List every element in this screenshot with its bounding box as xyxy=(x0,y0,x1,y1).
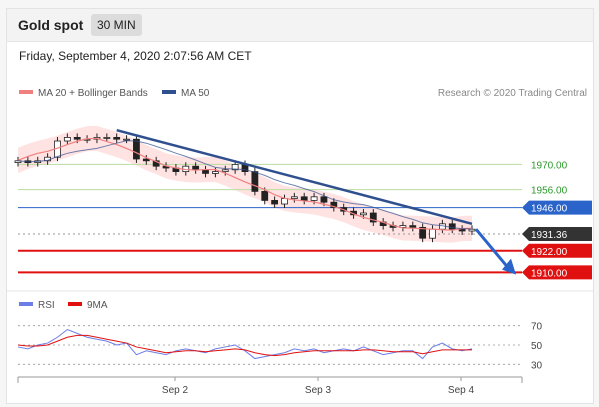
x-tick-label: Sep 2 xyxy=(162,385,189,396)
candle xyxy=(271,196,279,208)
candle-body xyxy=(458,228,466,232)
level-label-1922.00: 1922.00 xyxy=(531,247,568,258)
candle-body xyxy=(429,228,436,239)
candle-body xyxy=(231,163,239,171)
candle xyxy=(103,133,111,142)
candle xyxy=(448,219,456,234)
rsi-ma-line xyxy=(17,334,472,357)
bollinger-bands xyxy=(18,125,472,243)
ma50-line xyxy=(17,140,473,230)
candle-body xyxy=(468,228,476,232)
candle-body xyxy=(133,138,140,160)
x-axis: Sep 2 Sep 3 Sep 4 xyxy=(17,376,523,396)
level-labels: 1970.00 1956.00 1946.00 1931.36 1922.00 1910.… xyxy=(522,160,592,280)
downtrend-line xyxy=(116,128,473,226)
candle xyxy=(63,133,71,145)
projection-arrow-shaft xyxy=(474,228,510,269)
candle xyxy=(419,223,427,243)
candle xyxy=(290,192,298,203)
candle xyxy=(409,221,417,232)
candle-body xyxy=(142,158,150,162)
candle xyxy=(369,209,377,226)
ma20-legend-swatch xyxy=(19,90,33,94)
candle-body xyxy=(448,223,456,230)
level-label-1956.00: 1956.00 xyxy=(531,186,568,197)
research-credit: Research © 2020 Trading Central xyxy=(438,88,587,99)
candle xyxy=(133,135,140,163)
bollinger-band-area xyxy=(18,125,472,243)
timeframe-badge[interactable]: 30 MIN xyxy=(91,14,142,36)
candle-body xyxy=(419,226,427,239)
candle xyxy=(113,133,121,144)
ma20-legend-label: MA 20 + Bollinger Bands xyxy=(38,88,148,99)
candle-body xyxy=(211,171,219,174)
x-tick-label: Sep 3 xyxy=(305,385,332,396)
candle-body xyxy=(261,190,269,201)
rsi-ma-legend-swatch xyxy=(68,302,82,306)
candle-body xyxy=(271,199,279,205)
level-label-1910.00: 1910.00 xyxy=(531,268,568,279)
candle-body xyxy=(281,198,288,205)
level-label-1931.36: 1931.36 xyxy=(531,230,568,241)
candle-body xyxy=(310,196,318,201)
candle-body xyxy=(360,212,367,216)
chart-header: Gold spot 30 MIN xyxy=(7,9,593,42)
trendline-and-arrow xyxy=(116,128,516,275)
x-tick-label: Sep 4 xyxy=(448,385,475,396)
candle xyxy=(330,198,338,212)
rsi-ma-legend-label: 9MA xyxy=(87,300,108,311)
ma50-legend-label: MA 50 xyxy=(181,88,210,99)
level-tag-bg xyxy=(522,200,592,215)
level-tag-1922.00: 1922.00 xyxy=(522,243,592,258)
candle xyxy=(123,135,130,144)
ma20-line xyxy=(17,137,473,231)
price-levels xyxy=(18,163,522,274)
rsi-line xyxy=(17,328,473,360)
rsi-tick-label: 50 xyxy=(531,341,543,352)
level-tag-bg xyxy=(522,265,592,280)
candle-body xyxy=(73,136,81,140)
candle-body xyxy=(320,196,328,203)
level-label-1970.00: 1970.00 xyxy=(531,160,568,171)
level-tag-1946.00: 1946.00 xyxy=(522,200,592,215)
level-label-1946.00: 1946.00 xyxy=(531,204,568,215)
candle-body xyxy=(202,169,209,174)
candle-body xyxy=(123,138,130,141)
rsi-tick-label: 70 xyxy=(531,322,543,333)
candle-body xyxy=(409,225,417,228)
rsi-pane: 70 50 30 xyxy=(17,322,543,371)
candle-body xyxy=(290,196,298,200)
candle-body xyxy=(103,136,111,139)
candle-body xyxy=(300,196,308,201)
candle-body xyxy=(113,136,121,140)
rsi-tick-label: 30 xyxy=(531,360,543,371)
level-tag-bg xyxy=(522,243,592,258)
instrument-title: Gold spot xyxy=(18,17,84,33)
rsi-legend-label: RSI xyxy=(38,300,55,311)
level-tag-bg xyxy=(522,226,592,241)
moving-averages xyxy=(17,137,473,231)
level-tag-1931.36: 1931.36 xyxy=(522,226,592,241)
candle-body xyxy=(192,165,200,171)
candle-body xyxy=(330,201,338,208)
level-tag-1910.00: 1910.00 xyxy=(522,265,592,280)
timestamp: Friday, September 4, 2020 2:07:56 AM CET xyxy=(19,49,252,63)
candle-body xyxy=(251,171,259,192)
candle-body xyxy=(221,169,229,173)
candle xyxy=(458,225,466,235)
chart-panel: Gold spot 30 MIN Friday, September 4, 20… xyxy=(6,8,594,404)
ma50-legend-swatch xyxy=(162,90,176,94)
rsi-legend-swatch xyxy=(19,302,33,306)
candle-body xyxy=(369,212,377,223)
projection-arrow-head xyxy=(502,258,516,275)
candle xyxy=(142,155,150,165)
candle-body xyxy=(63,136,71,142)
candle xyxy=(221,165,229,176)
